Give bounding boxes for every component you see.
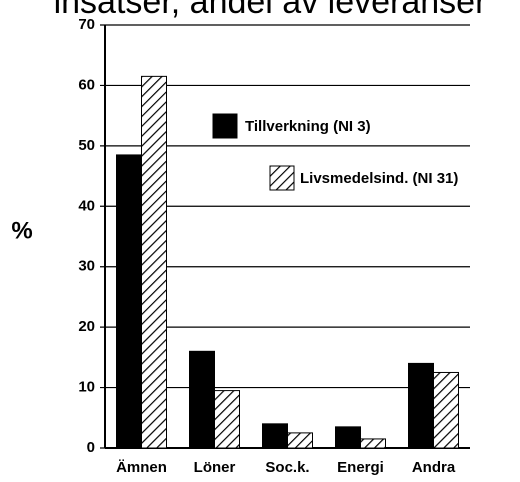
chart-title: insatser, andel av leveranser	[54, 0, 487, 21]
y-tick-label: 40	[78, 197, 95, 214]
y-tick-label: 20	[78, 318, 95, 335]
bar	[360, 438, 386, 449]
bar	[141, 75, 167, 449]
y-tick-label: 0	[87, 439, 95, 456]
legend-swatch	[212, 113, 238, 139]
y-tick-label: 60	[78, 76, 95, 93]
bar	[189, 350, 215, 449]
bar	[262, 423, 288, 449]
bar	[433, 371, 459, 449]
y-axis-label: %	[11, 217, 32, 244]
y-tick-label: 30	[78, 258, 95, 275]
legend-swatch	[269, 165, 295, 191]
x-tick-label: Andra	[412, 459, 456, 476]
x-tick-label: Energi	[337, 459, 384, 476]
y-tick-label: 10	[78, 379, 95, 396]
bar	[287, 432, 313, 449]
y-tick-label: 50	[78, 137, 95, 154]
bar	[408, 362, 434, 449]
x-tick-label: Soc.k.	[265, 459, 309, 476]
bar	[214, 390, 240, 449]
bar	[335, 426, 361, 449]
legend-label: Livsmedelsind. (NI 31)	[300, 170, 458, 187]
x-tick-label: Ämnen	[116, 459, 167, 476]
legend-label: Tillverkning (NI 3)	[245, 118, 371, 135]
bar	[116, 154, 142, 449]
x-tick-label: Löner	[194, 459, 236, 476]
y-tick-label: 70	[78, 16, 95, 33]
